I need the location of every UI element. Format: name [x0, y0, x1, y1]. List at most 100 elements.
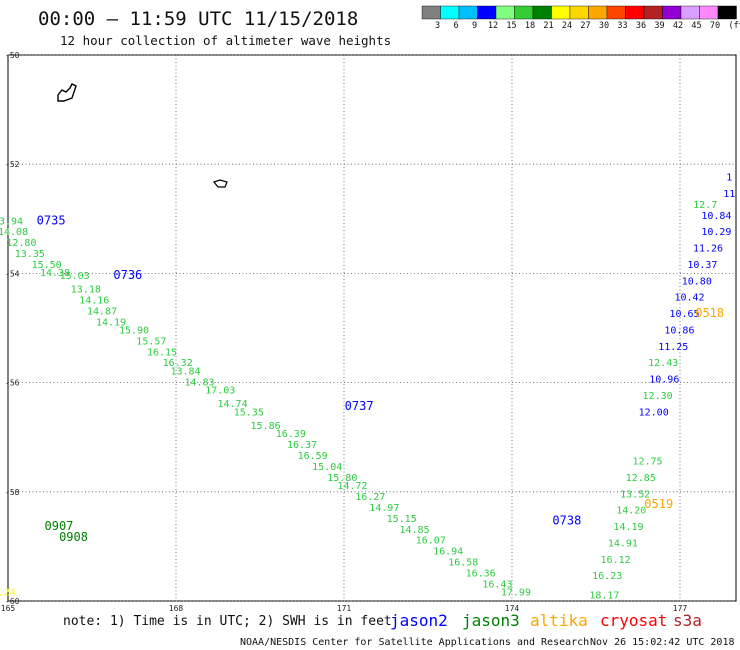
wave-height-value: 16.07 [416, 536, 446, 547]
wave-height-value: 14.72 [337, 481, 367, 492]
latitude-label: -52 [5, 160, 20, 169]
wave-height-value: 14.85 [400, 525, 430, 536]
wave-height-value: 12.30 [643, 391, 673, 402]
wave-height-value: 16.37 [287, 440, 317, 451]
color-swatch [717, 5, 737, 20]
color-scale-label: 30 [599, 21, 609, 31]
wave-height-value: 18.17 [589, 590, 619, 601]
color-swatch [514, 5, 534, 20]
wave-height-value: 16.59 [298, 451, 328, 462]
color-scale-label: 3 [435, 21, 440, 31]
color-scale-label: 36 [636, 21, 646, 31]
wave-height-value: 16.27 [355, 492, 385, 503]
wave-height-value: 16.39 [276, 429, 306, 440]
time-label: 0738 [552, 514, 581, 528]
wave-height-value: 15.35 [234, 407, 264, 418]
wave-height-value: 12.80 [6, 238, 36, 249]
longitude-label: 171 [337, 604, 352, 613]
wave-height-value: 16.12 [601, 555, 631, 566]
color-swatch [458, 5, 478, 20]
wave-height-value: 13.84 [170, 366, 200, 377]
wave-height-value: 17.99 [501, 588, 531, 599]
wave-height-value: 14.08 [0, 227, 28, 238]
latitude-label: -56 [5, 379, 20, 388]
color-swatch [588, 5, 608, 20]
color-swatch [532, 5, 552, 20]
longitude-label: 165 [1, 604, 16, 613]
color-scale-label: 15 [506, 21, 516, 31]
time-label: 0907 [45, 519, 74, 533]
wave-height-value: 15.90 [119, 325, 149, 336]
longitude-labels: 165 168 171 174 177 [1, 604, 688, 613]
satellite-legend-s3a: s3a [673, 611, 702, 630]
time-label: 0735 [37, 213, 66, 227]
longitude-label: 168 [169, 604, 184, 613]
color-swatch [625, 5, 645, 20]
wave-height-value: 11.26 [693, 244, 723, 255]
latitude-label: -50 [5, 51, 20, 60]
wave-height-points: 11110.8410.2911.2610.3710.8010.4210.6510… [0, 173, 735, 602]
wave-height-value: 10.96 [649, 375, 679, 386]
wave-height-value: 16.15 [147, 347, 177, 358]
latitude-label: -60 [5, 597, 20, 606]
color-scale-label: 9 [472, 21, 477, 31]
page-subtitle: 12 hour collection of altimeter wave hei… [60, 33, 391, 48]
wave-height-value: 14.74 [218, 399, 248, 410]
wave-height-value: 1 [726, 173, 732, 184]
color-scale-label: 33 [617, 21, 627, 31]
graticule [8, 54, 736, 602]
wave-height-value: 13.52 [620, 489, 650, 500]
wave-height-value: 12.75 [632, 457, 662, 468]
color-scale-label: 39 [654, 21, 664, 31]
time-label: 0519 [644, 497, 673, 511]
wave-height-value: 16.23 [592, 571, 622, 582]
color-scale-label: 45 [691, 21, 701, 31]
satellite-legend: jason2 jason3 altika cryosat s3a [390, 611, 702, 630]
wave-height-value: 12.43 [648, 358, 678, 369]
islands [57, 83, 228, 188]
note: note: 1) Time is in UTC; 2) SWH is in fe… [63, 614, 392, 629]
wave-height-value: 16.32 [163, 358, 193, 369]
wave-height-value: 11 [723, 189, 735, 200]
color-swatch [477, 5, 497, 20]
wave-height-value: 16.36 [466, 568, 496, 579]
wave-height-value: 15.80 [327, 473, 357, 484]
wave-height-value: 14.19 [96, 317, 126, 328]
color-swatch [440, 5, 460, 20]
satellite-legend-jason3: jason3 [462, 611, 520, 630]
wave-height-value: 10.42 [674, 293, 704, 304]
color-swatch [699, 5, 719, 20]
wave-height-value: 21.24 [0, 588, 16, 599]
satellite-legend-jason2: jason2 [390, 611, 448, 630]
color-scale-label: 12 [488, 21, 498, 31]
wave-height-value: 14.16 [79, 295, 109, 306]
wave-height-value: 11.25 [658, 342, 688, 353]
wave-height-value: 16.58 [448, 558, 478, 569]
wave-height-value: 17.03 [205, 386, 235, 397]
wave-height-value: 15.57 [136, 336, 166, 347]
wave-height-value: 16.94 [433, 547, 463, 558]
color-scale-label: 70 [710, 21, 720, 31]
color-swatch [662, 5, 682, 20]
wave-height-value: 10.65 [669, 309, 699, 320]
latitude-label: -54 [5, 269, 20, 278]
color-swatch [643, 5, 663, 20]
wave-height-value: 12.7 [693, 200, 717, 211]
color-scale-label: 27 [580, 21, 590, 31]
wave-height-value: 14.20 [616, 506, 646, 517]
time-label: 0908 [59, 530, 88, 544]
wave-height-value: 10.80 [682, 276, 712, 287]
time-label: 0518 [695, 306, 724, 320]
wave-height-value: 14.19 [613, 522, 643, 533]
wave-height-value: 15.04 [312, 462, 342, 473]
wave-height-value: 14.38 [40, 268, 70, 279]
wave-height-value: 15.86 [251, 421, 281, 432]
color-scale-unit: (ft) [729, 21, 740, 31]
footer-timestamp: Nov 26 15:02:42 UTC 2018 [590, 637, 735, 648]
latitude-label: -58 [5, 488, 20, 497]
satellite-legend-altika: altika [530, 611, 588, 630]
wave-height-value: 13.35 [15, 249, 45, 260]
